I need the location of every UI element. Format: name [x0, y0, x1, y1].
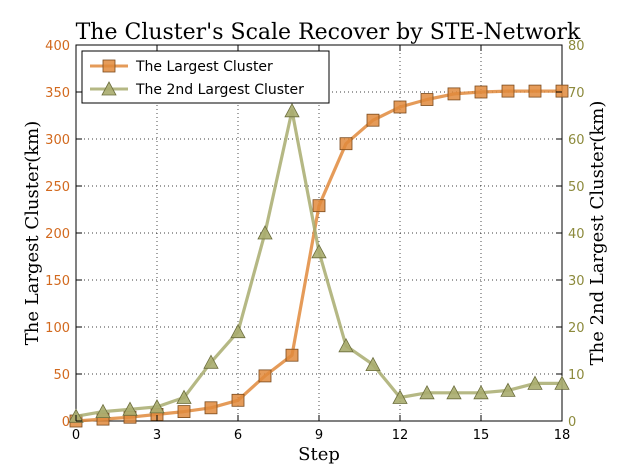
x-tick-label: 9 [315, 428, 323, 443]
data-point-triangle [311, 243, 327, 259]
data-point-triangle [149, 399, 165, 414]
right-tick-label: 40 [568, 227, 585, 242]
x-tick-label: 15 [473, 428, 490, 443]
series-largest-cluster [69, 84, 569, 428]
data-point-triangle [230, 323, 246, 339]
data-point-square [339, 137, 353, 151]
right-tick-label: 20 [568, 321, 585, 336]
x-axis-label: Step [298, 444, 340, 465]
data-point-square [447, 87, 461, 101]
data-point-triangle [392, 389, 408, 404]
data-point-square [204, 401, 218, 415]
data-point-square [420, 93, 434, 106]
left-tick-label: 100 [45, 321, 70, 336]
data-point-triangle [554, 375, 570, 390]
right-tick-label: 60 [568, 133, 585, 148]
right-tick-label: 30 [568, 274, 585, 289]
data-point-square [258, 369, 272, 383]
legend-entry-2nd: The 2nd Largest Cluster [90, 81, 304, 98]
legend-label-largest: The Largest Cluster [135, 59, 273, 75]
legend-marker-square [102, 59, 116, 73]
data-point-square [555, 84, 569, 98]
x-tick-label: 3 [153, 428, 161, 443]
data-point-square [285, 348, 299, 362]
data-point-triangle [176, 389, 192, 404]
data-point-triangle [338, 337, 354, 353]
data-point-triangle [419, 384, 435, 400]
data-point-triangle [203, 354, 219, 369]
data-point-square [474, 85, 488, 99]
legend-box [81, 50, 330, 104]
right-tick-label: 80 [568, 39, 585, 54]
right-tick-label: 0 [568, 415, 576, 430]
data-point-square [528, 84, 542, 98]
left-tick-label: 250 [45, 180, 70, 195]
left-axis-ticks: 0 50 100 150 200 250 300 350 400 [45, 39, 82, 430]
chart-title: The Cluster's Scale Recover by STE-Netwo… [76, 20, 581, 45]
data-point-square [312, 199, 326, 213]
x-axis-ticks: 0 3 6 9 12 15 18 [72, 45, 570, 443]
left-tick-label: 300 [45, 133, 70, 148]
data-point-triangle [284, 102, 300, 118]
left-tick-label: 350 [45, 86, 70, 101]
right-tick-label: 50 [568, 180, 585, 195]
legend-label-2nd: The 2nd Largest Cluster [135, 82, 304, 98]
right-tick-label: 70 [568, 86, 585, 101]
left-tick-label: 200 [45, 227, 70, 242]
right-axis-label: The 2nd Largest Cluster(km) [587, 101, 608, 366]
legend-marker-triangle [101, 81, 117, 96]
series-layer [68, 84, 570, 428]
data-point-triangle [527, 375, 543, 390]
x-tick-label: 0 [72, 428, 80, 443]
right-axis-ticks: 0 10 20 30 40 50 60 70 80 [556, 39, 585, 430]
right-tick-label: 10 [568, 368, 585, 383]
x-tick-label: 12 [392, 428, 409, 443]
x-tick-label: 6 [234, 428, 242, 443]
series-second-largest-cluster [68, 102, 570, 423]
data-point-triangle [122, 401, 138, 416]
data-point-square [177, 405, 191, 419]
data-point-triangle [473, 384, 489, 400]
left-tick-label: 400 [45, 39, 70, 54]
data-point-square [231, 393, 245, 407]
plot-area [75, 44, 563, 422]
data-point-square [366, 113, 380, 127]
left-tick-label: 50 [53, 368, 70, 383]
data-point-triangle [446, 384, 462, 400]
x-tick-label: 18 [554, 428, 571, 443]
data-point-triangle [95, 403, 111, 419]
legend-entry-largest: The Largest Cluster [90, 59, 273, 75]
data-point-square [501, 84, 515, 98]
data-point-triangle [365, 356, 381, 372]
legend: The Largest Cluster The 2nd Largest Clus… [81, 50, 330, 104]
left-tick-label: 0 [62, 415, 70, 430]
data-point-square [393, 100, 407, 114]
left-tick-label: 150 [45, 274, 70, 289]
data-point-triangle [257, 225, 273, 240]
data-point-triangle [500, 382, 516, 397]
left-axis-label: The Largest Cluster(km) [22, 121, 43, 346]
